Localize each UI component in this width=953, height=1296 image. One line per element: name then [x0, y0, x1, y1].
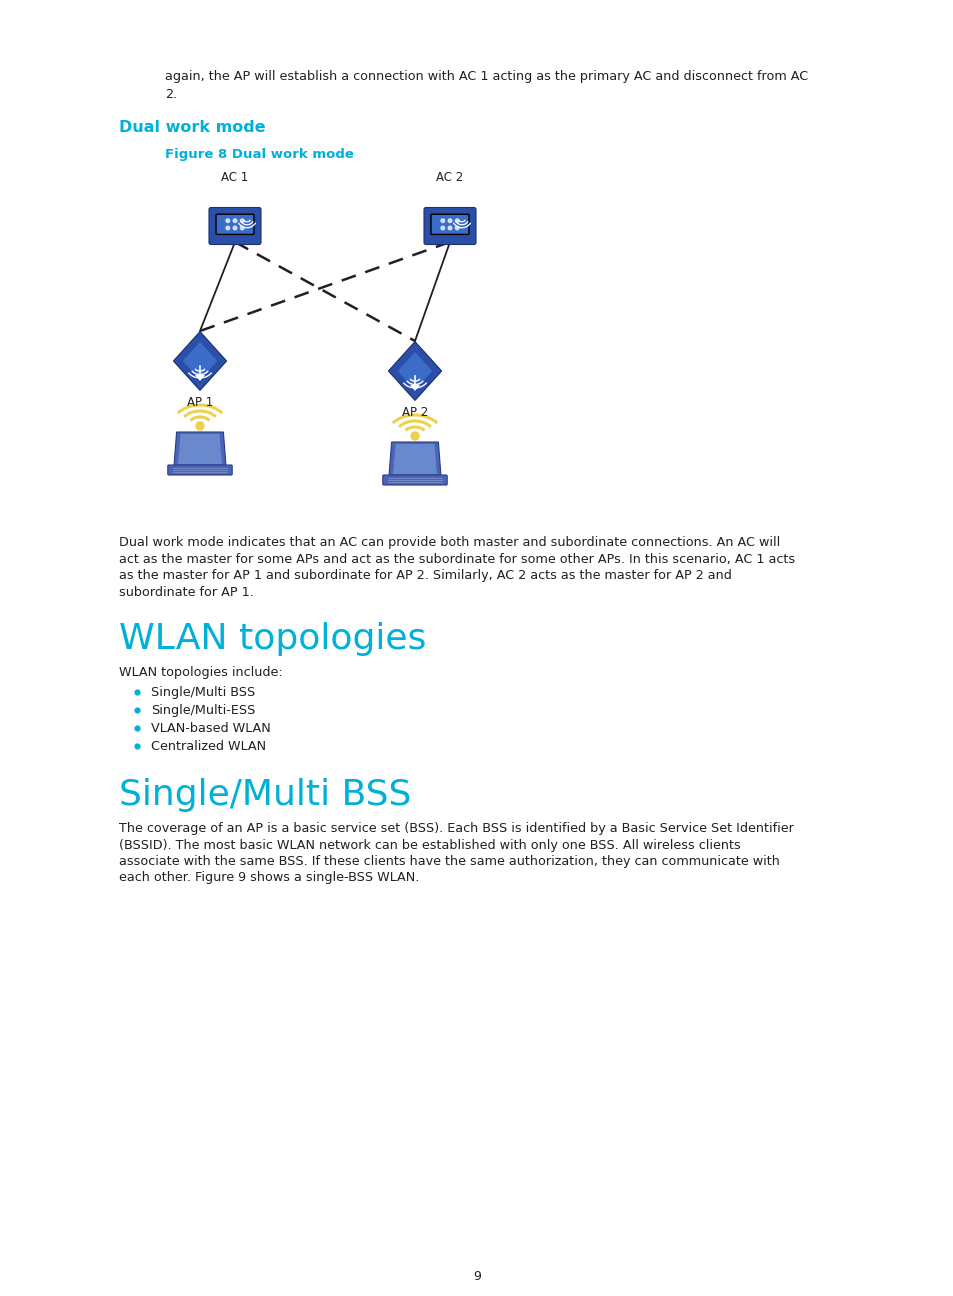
Polygon shape — [173, 332, 227, 390]
Polygon shape — [397, 353, 432, 390]
Text: Single/Multi BSS: Single/Multi BSS — [119, 778, 411, 813]
Text: (BSSID). The most basic WLAN network can be established with only one BSS. All w: (BSSID). The most basic WLAN network can… — [119, 839, 740, 851]
Text: Centralized WLAN: Centralized WLAN — [151, 740, 266, 753]
FancyBboxPatch shape — [215, 214, 253, 235]
Text: 9: 9 — [473, 1270, 480, 1283]
FancyBboxPatch shape — [423, 207, 476, 245]
Polygon shape — [178, 434, 222, 464]
Polygon shape — [183, 342, 217, 380]
FancyBboxPatch shape — [209, 207, 261, 245]
Circle shape — [240, 219, 244, 223]
Text: WLAN topologies: WLAN topologies — [119, 622, 426, 656]
Polygon shape — [194, 375, 205, 381]
Circle shape — [240, 227, 244, 229]
Text: Single/Multi-ESS: Single/Multi-ESS — [151, 704, 255, 717]
Circle shape — [440, 219, 444, 223]
Circle shape — [233, 227, 236, 229]
Circle shape — [195, 422, 204, 430]
Polygon shape — [389, 442, 440, 476]
Circle shape — [455, 227, 458, 229]
Text: WLAN topologies include:: WLAN topologies include: — [119, 666, 282, 679]
Polygon shape — [388, 342, 441, 400]
Polygon shape — [410, 385, 419, 391]
Text: Figure 8 Dual work mode: Figure 8 Dual work mode — [165, 148, 354, 161]
Circle shape — [226, 219, 230, 223]
Text: subordinate for AP 1.: subordinate for AP 1. — [119, 586, 253, 599]
FancyBboxPatch shape — [168, 465, 232, 476]
Text: as the master for AP 1 and subordinate for AP 2. Similarly, AC 2 acts as the mas: as the master for AP 1 and subordinate f… — [119, 569, 731, 582]
Text: Dual work mode: Dual work mode — [119, 121, 265, 135]
Circle shape — [226, 227, 230, 229]
Circle shape — [455, 219, 458, 223]
Text: AC 1: AC 1 — [221, 171, 249, 184]
Polygon shape — [173, 432, 226, 467]
Polygon shape — [393, 445, 436, 474]
Text: act as the master for some APs and act as the subordinate for some other APs. In: act as the master for some APs and act a… — [119, 552, 794, 565]
Text: AP 1: AP 1 — [187, 397, 213, 410]
Text: again, the AP will establish a connection with AC 1 acting as the primary AC and: again, the AP will establish a connectio… — [165, 70, 807, 83]
Circle shape — [233, 219, 236, 223]
Text: AC 2: AC 2 — [436, 171, 463, 184]
FancyBboxPatch shape — [382, 476, 447, 485]
Text: The coverage of an AP is a basic service set (BSS). Each BSS is identified by a : The coverage of an AP is a basic service… — [119, 822, 793, 835]
Circle shape — [440, 227, 444, 229]
FancyBboxPatch shape — [431, 214, 469, 235]
Circle shape — [448, 219, 452, 223]
Text: Dual work mode indicates that an AC can provide both master and subordinate conn: Dual work mode indicates that an AC can … — [119, 537, 780, 550]
Text: Single/Multi BSS: Single/Multi BSS — [151, 686, 255, 699]
Text: each other. Figure 9 shows a single-BSS WLAN.: each other. Figure 9 shows a single-BSS … — [119, 871, 419, 884]
Text: AP 2: AP 2 — [401, 406, 428, 419]
Text: VLAN-based WLAN: VLAN-based WLAN — [151, 722, 271, 735]
Circle shape — [411, 432, 418, 441]
Circle shape — [448, 227, 452, 229]
Text: associate with the same BSS. If these clients have the same authorization, they : associate with the same BSS. If these cl… — [119, 855, 779, 868]
Text: 2.: 2. — [165, 88, 177, 101]
